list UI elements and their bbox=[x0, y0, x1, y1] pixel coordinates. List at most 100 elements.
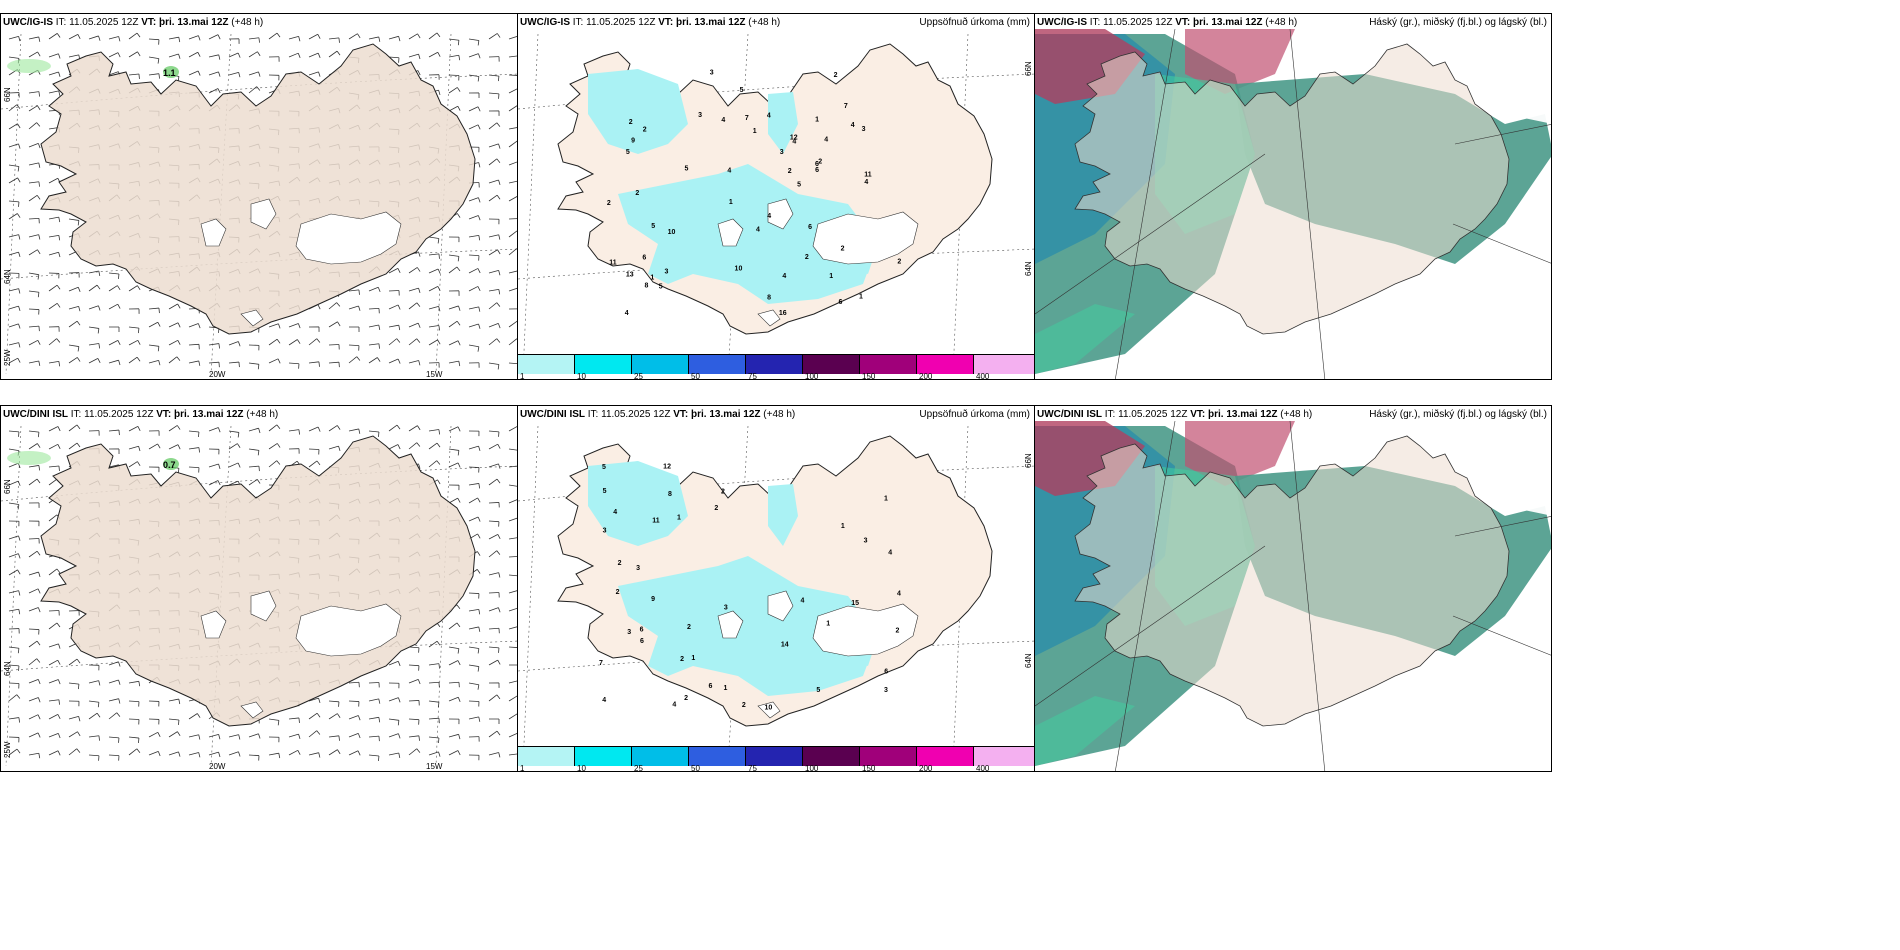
precip-value: 4 bbox=[824, 137, 828, 144]
precip-value: 2 bbox=[687, 624, 691, 631]
panel-field-label: Uppsöfnuð úrkoma (mm) bbox=[919, 409, 1030, 420]
model-name: UWC/DINI ISL bbox=[520, 409, 585, 420]
precip-value: 10 bbox=[668, 229, 676, 236]
lon-label-20w: 20W bbox=[209, 762, 226, 771]
precip-value: 1 bbox=[884, 495, 888, 502]
precip-value: 1 bbox=[650, 275, 654, 282]
precip-value: 4 bbox=[888, 550, 892, 557]
precip-value: 1 bbox=[729, 199, 733, 206]
panel-header: UWC/DINI ISL IT: 11.05.2025 12Z VT: þri.… bbox=[1037, 409, 1312, 421]
lead-time: (+48 h) bbox=[231, 17, 264, 28]
precip-value: 4 bbox=[727, 167, 731, 174]
it-label: IT: bbox=[70, 409, 82, 420]
precip-value: 2 bbox=[841, 246, 845, 253]
vt-label: VT: bbox=[658, 17, 674, 28]
map-panel-wind: 66N 64N 25W 20W 15W 1.1 UWC/IG-IS IT: 11.05.20… bbox=[0, 13, 518, 380]
colorbar-tick: 50 bbox=[691, 372, 700, 380]
colorbar-swatch bbox=[632, 747, 689, 766]
precip-value: 14 bbox=[781, 642, 789, 649]
precip-value: 1 bbox=[815, 116, 819, 123]
vt-label: VT: bbox=[156, 409, 172, 420]
model-name: UWC/IG-IS bbox=[520, 17, 570, 28]
vt-value: þri. 13.mai 12Z bbox=[159, 17, 229, 28]
precip-value: 11 bbox=[609, 260, 617, 267]
precip-value: 4 bbox=[792, 139, 796, 146]
precip-value: 4 bbox=[767, 213, 771, 220]
precip-value: 8 bbox=[767, 295, 771, 302]
it-value: 11.05.2025 12Z bbox=[1118, 409, 1188, 420]
precip-value: 2 bbox=[607, 200, 611, 207]
colorbar-tick: 10 bbox=[577, 372, 586, 380]
precip-value: 2 bbox=[635, 190, 639, 197]
precip-value: 1 bbox=[826, 620, 830, 627]
colorbar-swatch bbox=[917, 355, 974, 374]
precip-value: 3 bbox=[862, 126, 866, 133]
lon-label-15w: 15W bbox=[426, 762, 443, 771]
lead-time: (+48 h) bbox=[246, 409, 279, 420]
precip-value: 6 bbox=[640, 626, 644, 633]
lat-label-64n: 64N bbox=[3, 269, 12, 284]
map-canvas bbox=[1, 424, 517, 767]
precip-value: 4 bbox=[613, 509, 617, 516]
precip-value: 4 bbox=[782, 273, 786, 280]
model-name: UWC/IG-IS bbox=[3, 17, 53, 28]
precip-value: 6 bbox=[708, 683, 712, 690]
colorbar-tick: 75 bbox=[748, 764, 757, 772]
map-panel-wind: 66N 64N 25W 20W 15W 0.7 UWC/DINI ISL IT: 11.05… bbox=[0, 405, 518, 772]
precip-value: 10 bbox=[735, 265, 743, 272]
map-panel-cloud: UWC/DINI ISL IT: 11.05.2025 12Z VT: þri.… bbox=[1034, 405, 1552, 772]
lead-time: (+48 h) bbox=[1280, 409, 1313, 420]
colorbar-swatch bbox=[860, 355, 917, 374]
colorbar-swatch bbox=[632, 355, 689, 374]
precip-value: 2 bbox=[629, 119, 633, 126]
precip-value: 7 bbox=[844, 103, 848, 110]
colorbar-swatch bbox=[575, 355, 632, 374]
precip-value: 16 bbox=[779, 310, 787, 317]
it-value: 11.05.2025 12Z bbox=[84, 409, 154, 420]
precip-value: 8 bbox=[644, 282, 648, 289]
iceland-coastline bbox=[40, 43, 476, 335]
lat-label-66n: 66N bbox=[3, 87, 12, 102]
panel-field-label: Háský (gr.), miðský (fj.bl.) og lágský (… bbox=[1369, 17, 1547, 28]
colorbar-swatch bbox=[974, 747, 1034, 766]
panel-field-label: Uppsöfnuð úrkoma (mm) bbox=[919, 17, 1030, 28]
it-value: 11.05.2025 12Z bbox=[69, 17, 139, 28]
precip-value: 4 bbox=[864, 179, 868, 186]
precip-value: 7 bbox=[599, 660, 603, 667]
precip-value: 5 bbox=[602, 464, 606, 471]
colorbar-swatch bbox=[689, 747, 746, 766]
precip-value: 5 bbox=[740, 87, 744, 94]
it-value: 11.05.2025 12Z bbox=[586, 17, 656, 28]
wind-max-label: 0.7 bbox=[163, 460, 176, 470]
precip-areas bbox=[588, 461, 878, 696]
lat-label-66n-east: 66N bbox=[1024, 61, 1033, 76]
precip-value: 4 bbox=[897, 590, 901, 597]
precip-value: 6 bbox=[884, 668, 888, 675]
colorbar-swatch bbox=[746, 747, 803, 766]
precip-value: 15 bbox=[851, 600, 859, 607]
precip-value: 6 bbox=[839, 299, 843, 306]
vt-value: þri. 13.mai 12Z bbox=[1193, 17, 1263, 28]
precip-value: 3 bbox=[636, 565, 640, 572]
precip-value: 2 bbox=[721, 489, 725, 496]
precip-value: 3 bbox=[627, 629, 631, 636]
colorbar-tick: 1 bbox=[520, 764, 525, 772]
precip-value: 5 bbox=[626, 149, 630, 156]
precip-value: 11 bbox=[652, 518, 660, 525]
vt-value: þri. 13.mai 12Z bbox=[676, 17, 746, 28]
precip-value: 5 bbox=[659, 284, 663, 291]
precip-value: 3 bbox=[603, 528, 607, 535]
it-value: 11.05.2025 12Z bbox=[601, 409, 671, 420]
colorbar-swatch bbox=[803, 355, 860, 374]
precip-value: 2 bbox=[897, 258, 901, 265]
colorbar-swatch bbox=[689, 355, 746, 374]
it-label: IT: bbox=[572, 17, 584, 28]
precip-value: 6 bbox=[815, 167, 819, 174]
colorbar-tick: 150 bbox=[862, 372, 876, 380]
lat-label-66n: 66N bbox=[3, 479, 12, 494]
precip-value: 2 bbox=[895, 628, 899, 635]
precip-value: 6 bbox=[815, 161, 819, 168]
colorbar-swatch bbox=[803, 747, 860, 766]
model-name: UWC/IG-IS bbox=[1037, 17, 1087, 28]
